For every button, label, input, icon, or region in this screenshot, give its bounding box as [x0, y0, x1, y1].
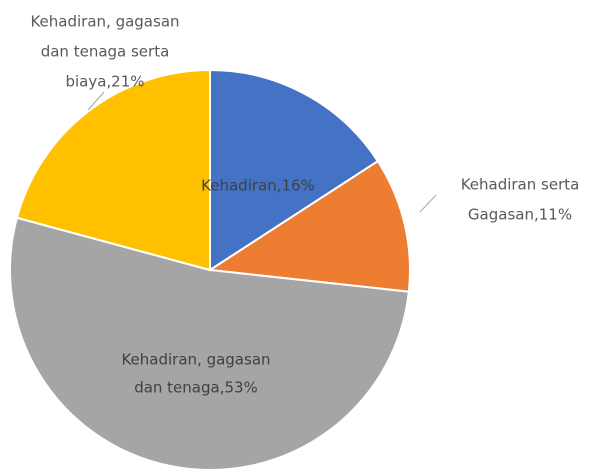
- pie-slice: [15, 68, 211, 272]
- pie-slice: [209, 68, 380, 272]
- data-label: Kehadiran serta: [461, 176, 580, 194]
- data-label: Kehadiran, gagasan: [121, 351, 270, 369]
- pie-slice: [9, 216, 410, 470]
- leader-line: [419, 194, 437, 213]
- leader-line: [87, 91, 105, 111]
- data-label: biaya,21%: [65, 73, 144, 91]
- data-label: dan tenaga serta: [41, 43, 170, 61]
- data-label: Gagasan,11%: [468, 206, 572, 224]
- data-label: Kehadiran,16%: [201, 177, 315, 195]
- data-label: dan tenaga,53%: [134, 379, 258, 397]
- data-label: Kehadiran, gagasan: [30, 13, 179, 31]
- pie-slice: [207, 159, 411, 293]
